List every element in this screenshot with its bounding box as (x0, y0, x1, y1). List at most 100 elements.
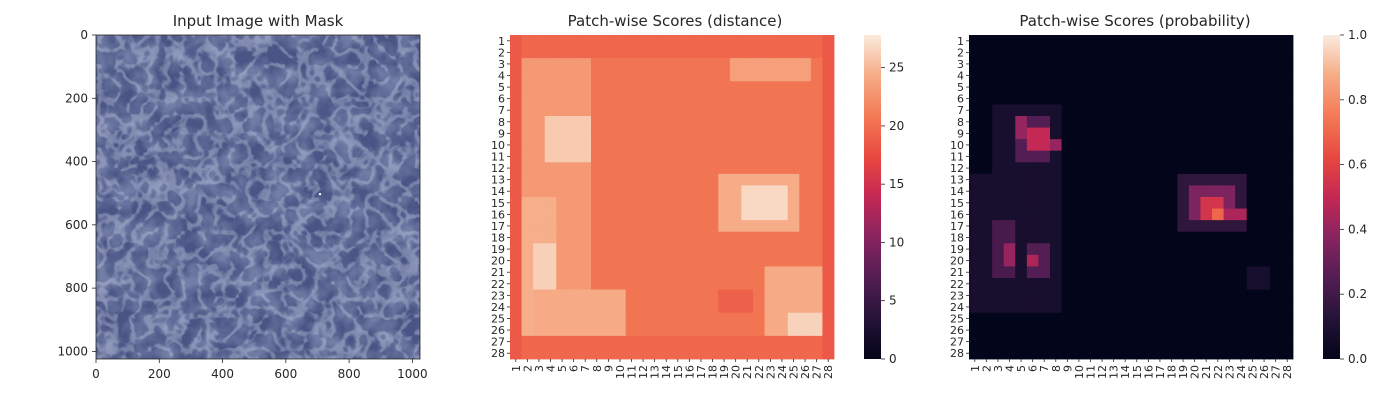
heatmap-cell (1235, 162, 1248, 175)
heatmap-cell (1050, 58, 1062, 71)
image-frame (95, 34, 421, 360)
heatmap-cell (556, 278, 569, 290)
heatmap-cell (1142, 127, 1155, 140)
y-tick-label: 6 (957, 93, 964, 106)
heatmap-cell (1107, 347, 1120, 360)
heatmap-cell (1142, 289, 1155, 302)
x-tick-label: 1000 (397, 367, 428, 381)
heatmap-cell (741, 35, 754, 47)
heatmap-cell (992, 35, 1005, 47)
heatmap-cell (1084, 58, 1097, 71)
heatmap-cell (1212, 243, 1224, 256)
heatmap-cell (672, 312, 684, 325)
heatmap-cell (718, 139, 731, 152)
heatmap-cell (614, 35, 627, 47)
heatmap-cell (521, 335, 534, 348)
heatmap-cell (672, 116, 684, 128)
heatmap-cell (683, 162, 696, 175)
heatmap-cell (579, 173, 592, 186)
heatmap-cell (567, 104, 580, 117)
heatmap-cell (510, 301, 522, 314)
heatmap-cell (1223, 347, 1236, 360)
heatmap-cell (1026, 266, 1039, 279)
heatmap-cell (799, 312, 812, 325)
heatmap-cell (1026, 69, 1039, 82)
heatmap-cell (1165, 324, 1178, 337)
y-tick-label: 21 (950, 266, 964, 279)
heatmap-cell (729, 254, 742, 267)
heatmap-cell (1188, 173, 1201, 186)
y-tick-label: 14 (950, 185, 964, 198)
heatmap-cell (1003, 104, 1016, 117)
heatmap-cell (1154, 335, 1167, 348)
heatmap-cell (648, 69, 661, 82)
y-tick-label: 18 (950, 232, 964, 245)
heatmap-cell (1073, 35, 1086, 47)
heatmap-cell (776, 289, 789, 302)
heatmap-cell (787, 243, 800, 256)
heatmap-cell (1235, 116, 1248, 128)
colorbar-tick-label: 5 (889, 294, 897, 308)
heatmap-cell (1235, 35, 1248, 47)
heatmap-cell (729, 139, 742, 152)
heatmap-cell (683, 312, 696, 325)
x-tick-label: 1 (510, 365, 523, 372)
y-tick-label: 11 (950, 151, 964, 164)
heatmap-cell (695, 127, 708, 140)
heatmap-cell (1096, 208, 1109, 221)
heatmap-cell (1223, 289, 1236, 302)
heatmap-cell (1177, 139, 1190, 152)
heatmap-cell (1003, 173, 1016, 186)
heatmap-cell (799, 104, 812, 117)
heatmap-cell (787, 46, 800, 59)
heatmap-cell (1269, 35, 1282, 47)
heatmap-cell (1188, 301, 1201, 314)
heatmap-cell (1096, 81, 1109, 94)
heatmap-cell (1038, 173, 1051, 186)
heatmap-cell (1142, 116, 1155, 128)
heatmap-cell (556, 58, 569, 71)
heatmap-cell (591, 335, 603, 348)
heatmap-cell (706, 266, 719, 279)
heatmap-cell (1119, 347, 1132, 360)
heatmap-cell (1154, 162, 1167, 175)
heatmap-cell (706, 243, 719, 256)
heatmap-cell (637, 69, 650, 82)
heatmap-cell (602, 173, 615, 186)
chart-title: Patch-wise Scores (probability) (1019, 12, 1250, 30)
heatmap-cell (1154, 173, 1167, 186)
heatmap-cell (1177, 347, 1190, 360)
heatmap-cell (787, 197, 800, 209)
heatmap-cell (992, 150, 1005, 163)
heatmap-cell (1131, 289, 1143, 302)
heatmap-cell (764, 173, 777, 186)
heatmap-cell (695, 35, 708, 47)
heatmap-cell (799, 266, 812, 279)
heatmap-cell (1177, 69, 1190, 82)
heatmap-cell (1188, 69, 1201, 82)
heatmap-cell (1026, 335, 1039, 348)
heatmap-cell (992, 173, 1005, 186)
heatmap-cell (683, 46, 696, 59)
heatmap-cell (1061, 197, 1074, 209)
heatmap-cell (683, 324, 696, 337)
heatmap-cell (980, 173, 993, 186)
heatmap-cell (1096, 46, 1109, 59)
colorbar-axis: 0.00.20.40.60.81.0 (1340, 28, 1367, 366)
heatmap-cell (706, 347, 719, 360)
heatmap-cell (1188, 46, 1201, 59)
heatmap-cell (1050, 335, 1062, 348)
heatmap-cell (556, 35, 569, 47)
heatmap-cell (660, 208, 673, 221)
heatmap-cell (718, 254, 731, 267)
heatmap-cell (1212, 220, 1224, 233)
heatmap-cell (672, 324, 684, 337)
x-tick-label: 27 (811, 365, 824, 379)
heatmap-cell (695, 278, 708, 290)
heatmap-cell (718, 278, 731, 290)
heatmap-cell (1084, 127, 1097, 140)
heatmap-cell (1038, 231, 1051, 244)
heatmap-cell (764, 81, 777, 94)
heatmap-cell (799, 116, 812, 128)
heatmap-cell (1142, 46, 1155, 59)
